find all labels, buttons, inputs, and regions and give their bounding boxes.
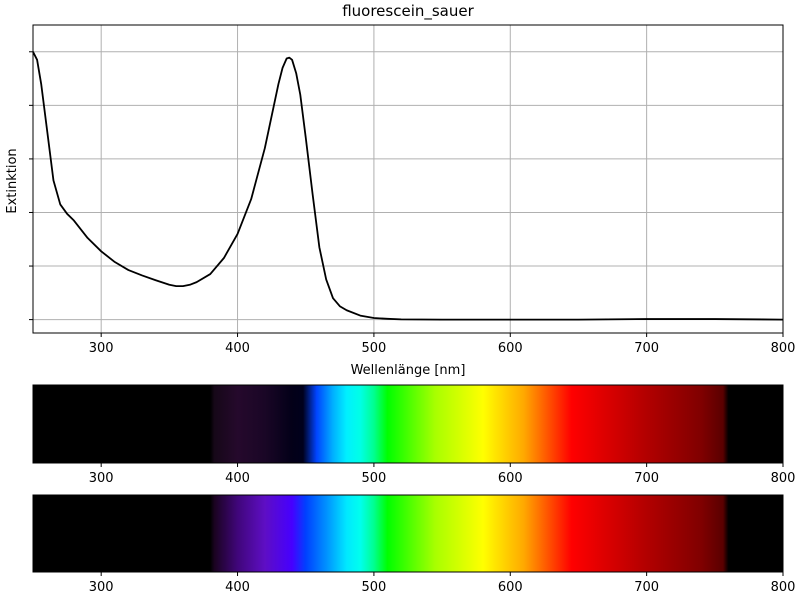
x-axis-tick-label-800: 800 (771, 341, 796, 356)
transmitted-spectrum-x-tick-label-800: 800 (771, 471, 796, 486)
transmitted-spectrum-x-tick-label-300: 300 (89, 471, 114, 486)
x-axis-tick-label-400: 400 (225, 341, 250, 356)
reference-spectrum-bar (33, 495, 783, 572)
reference-spectrum-x-ticks: 300 400 500 600 700 800 (89, 572, 796, 595)
x-axis-tick-label-300: 300 (89, 341, 114, 356)
x-axis-ticks: 300 400 500 600 700 800 (89, 333, 796, 356)
reference-spectrum-x-tick-label-700: 700 (634, 580, 659, 595)
chart-title: fluorescein_sauer (342, 2, 474, 21)
reference-spectrum-x-tick-label-500: 500 (361, 580, 386, 595)
x-axis-tick-label-700: 700 (634, 341, 659, 356)
reference-spectrum-x-tick-label-600: 600 (498, 580, 523, 595)
reference-spectrum-x-tick-label-400: 400 (225, 580, 250, 595)
transmitted-spectrum-x-ticks: 300 400 500 600 700 800 (89, 463, 796, 486)
reference-spectrum-strip: 300 400 500 600 700 800 (32, 494, 796, 595)
x-axis-tick-label-600: 600 (498, 341, 523, 356)
reference-spectrum-x-tick-label-800: 800 (771, 580, 796, 595)
absorbance-plot: fluorescein_sauer 300 400 500 600 700 800 Wel… (5, 2, 795, 378)
reference-spectrum-x-tick-label-300: 300 (89, 580, 114, 595)
plot-frame (32, 24, 784, 334)
transmitted-spectrum-x-tick-label-500: 500 (361, 471, 386, 486)
transmitted-spectrum-x-tick-label-700: 700 (634, 471, 659, 486)
y-axis-ticks (29, 51, 33, 321)
transmitted-spectrum-bar (33, 385, 783, 463)
transmitted-spectrum-frame (32, 384, 784, 464)
reference-spectrum-frame (32, 494, 784, 573)
transmitted-spectrum-x-tick-label-400: 400 (225, 471, 250, 486)
grid (33, 25, 784, 333)
x-axis-label: Wellenlänge [nm] (351, 363, 466, 378)
absorbance-series-line (32, 51, 784, 321)
transmitted-spectrum-strip: 300 400 500 600 700 800 (32, 384, 796, 486)
transmitted-spectrum-x-tick-label-600: 600 (498, 471, 523, 486)
y-axis-label: Extinktion (5, 148, 20, 213)
x-axis-tick-label-500: 500 (361, 341, 386, 356)
